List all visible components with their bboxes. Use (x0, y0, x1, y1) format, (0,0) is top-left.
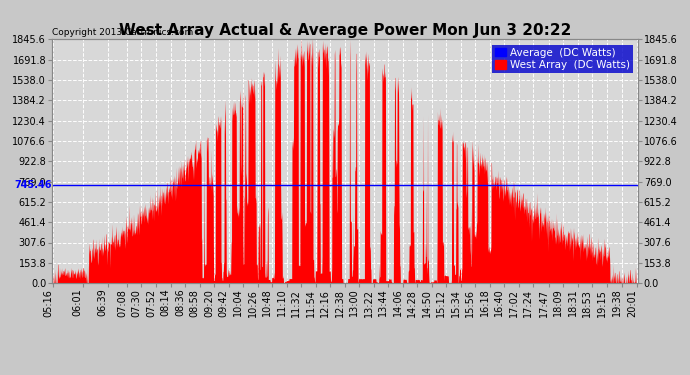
Title: West Array Actual & Average Power Mon Jun 3 20:22: West Array Actual & Average Power Mon Ju… (119, 23, 571, 38)
Text: Copyright 2013 Cartronics.com: Copyright 2013 Cartronics.com (52, 28, 193, 37)
Text: 745.46: 745.46 (14, 180, 52, 190)
Legend: Average  (DC Watts), West Array  (DC Watts): Average (DC Watts), West Array (DC Watts… (492, 45, 633, 73)
